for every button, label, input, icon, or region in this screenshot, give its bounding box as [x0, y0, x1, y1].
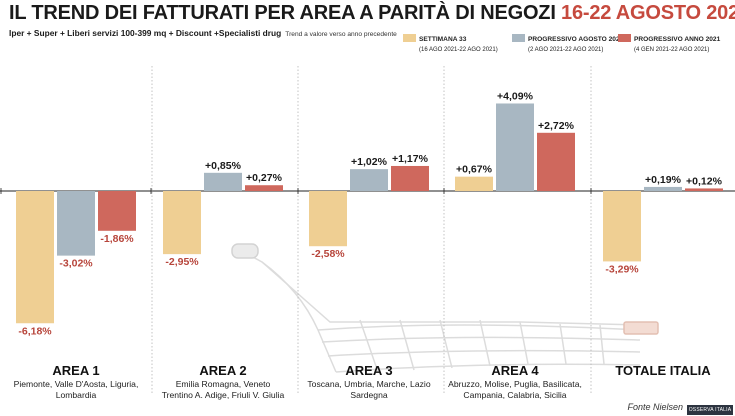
- category-label-4: AREA 4: [491, 363, 539, 378]
- chart-title-main: IL TREND DEI FATTURATI PER AREA A PARITÀ…: [9, 2, 556, 24]
- chart-subtitle: Iper + Super + Liberi servizi 100-399 mq…: [9, 28, 397, 38]
- category-detail-3-line-2: Sardegna: [350, 390, 387, 400]
- value-label-settimana-5: -3,29%: [605, 263, 639, 275]
- bar-settimana-3: [309, 191, 347, 247]
- category-detail-4-line-2: Campania, Calabria, Sicilia: [463, 390, 566, 400]
- value-label-settimana-2: -2,95%: [165, 256, 199, 268]
- value-label-progressivo-agosto-2: +0,85%: [205, 160, 242, 172]
- legend-item-progressivo-agosto: PROGRESSIVO AGOSTO 2021 (2 AGO 2021-22 A…: [512, 28, 623, 53]
- bar-progressivo-anno-1: [98, 191, 136, 231]
- bar-progressivo-agosto-2: [204, 172, 242, 191]
- value-labels: -6,18% -2,95% -2,58% +0,67% -3,29% -3,02% +0,8…: [18, 90, 722, 337]
- bar-progressivo-agosto-5: [644, 186, 682, 191]
- category-label-1: AREA 1: [52, 363, 99, 378]
- value-label-progressivo-anno-4: +2,72%: [538, 120, 575, 132]
- bar-progressivo-agosto-3: [350, 169, 388, 191]
- bar-progressivo-anno-5: [685, 188, 723, 191]
- category-detail-4-line-1: Abruzzo, Molise, Puglia, Basilicata,: [448, 379, 582, 389]
- value-label-settimana-1: -6,18%: [18, 325, 52, 337]
- value-label-progressivo-agosto-1: -3,02%: [59, 258, 93, 270]
- category-detail-1-line-1: Piemonte, Valle D'Aosta, Liguria,: [14, 379, 139, 389]
- value-label-progressivo-agosto-3: +1,02%: [351, 156, 388, 168]
- chart-subtitle-note: Trend a valore verso anno precedente: [285, 31, 397, 38]
- bar-settimana-1: [16, 191, 54, 324]
- chart-title: IL TREND DEI FATTURATI PER AREA A PARITÀ…: [9, 2, 735, 25]
- category-label-5: TOTALE ITALIA: [615, 363, 711, 378]
- value-label-progressivo-agosto-4: +4,09%: [497, 90, 534, 102]
- legend-period-settimana: (16 AGO 2021-22 AGO 2021): [419, 47, 498, 53]
- legend-swatch-progressivo-anno: [618, 34, 631, 42]
- category-detail-3-line-1: Toscana, Umbria, Marche, Lazio: [307, 379, 430, 389]
- bar-progressivo-agosto-1: [57, 191, 95, 256]
- bar-settimana-4: [455, 176, 493, 191]
- category-detail-2-line-1: Emilia Romagna, Veneto: [176, 379, 271, 389]
- bar-progressivo-anno-3: [391, 165, 429, 191]
- chart-subtitle-text: Iper + Super + Liberi servizi 100-399 mq…: [9, 28, 282, 38]
- legend-period-progressivo-agosto: (2 AGO 2021-22 AGO 2021): [528, 47, 604, 53]
- bar-progressivo-anno-4: [537, 132, 575, 191]
- legend-item-progressivo-anno: PROGRESSIVO ANNO 2021 (4 GEN 2021-22 AGO…: [618, 28, 720, 53]
- source-note: Fonte Nielsen: [627, 402, 683, 412]
- legend-item-settimana: SETTIMANA 33 (16 AGO 2021-22 AGO 2021): [403, 28, 498, 53]
- bar-progressivo-anno-2: [245, 185, 283, 191]
- value-label-settimana-4: +0,67%: [456, 164, 493, 176]
- value-label-progressivo-agosto-5: +0,19%: [645, 174, 682, 186]
- legend-period-progressivo-anno: (4 GEN 2021-22 AGO 2021): [634, 47, 710, 53]
- category-detail-1-line-2: Lombardia: [56, 390, 97, 400]
- bar-progressivo-agosto-4: [496, 103, 534, 191]
- legend-label-progressivo-anno: PROGRESSIVO ANNO 2021: [634, 36, 721, 43]
- value-label-progressivo-anno-2: +0,27%: [246, 172, 283, 184]
- credit-logo: OSSERVA ITALIA: [687, 405, 733, 415]
- legend-label-settimana: SETTIMANA 33: [419, 36, 467, 43]
- category-label-3: AREA 3: [345, 363, 392, 378]
- value-label-progressivo-anno-3: +1,17%: [392, 153, 429, 165]
- category-detail-2-line-2: Trentino A. Adige, Friuli V. Giulia: [162, 390, 285, 400]
- area-dividers: [151, 66, 592, 394]
- value-label-settimana-3: -2,58%: [311, 248, 345, 260]
- chart-title-dates: 16-22 AGOSTO 2021: [561, 2, 735, 24]
- value-label-progressivo-anno-5: +0,12%: [686, 175, 723, 187]
- legend-label-progressivo-agosto: PROGRESSIVO AGOSTO 2021: [528, 36, 624, 43]
- category-label-2: AREA 2: [199, 363, 246, 378]
- bar-settimana-2: [163, 191, 201, 255]
- value-label-progressivo-anno-1: -1,86%: [100, 233, 134, 245]
- legend-swatch-progressivo-agosto: [512, 34, 525, 42]
- legend-swatch-settimana: [403, 34, 416, 42]
- bars: [16, 103, 723, 324]
- shopping-cart-illustration: [231, 243, 659, 373]
- bar-settimana-5: [603, 191, 641, 262]
